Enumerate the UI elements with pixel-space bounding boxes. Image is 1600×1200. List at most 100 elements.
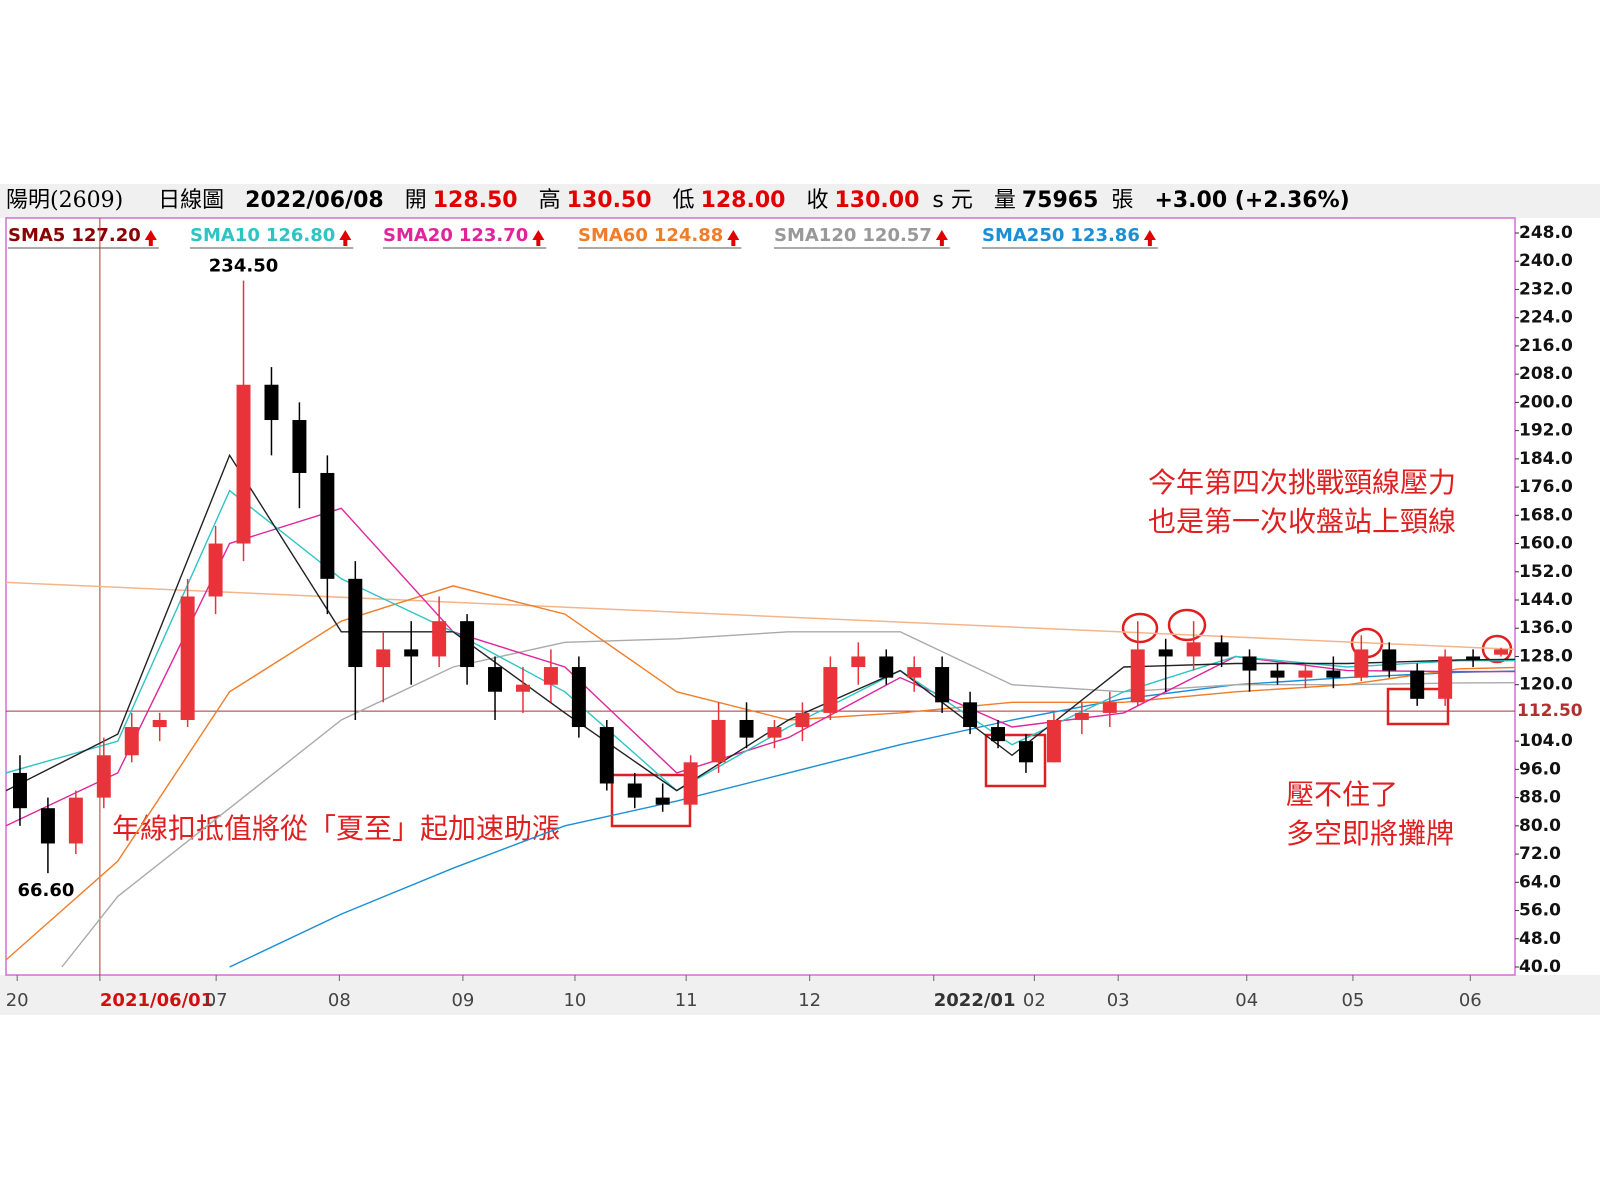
y-tick-label: 88.0 bbox=[1519, 788, 1561, 808]
annotation: 年線扣抵值將從「夏至」起加速助漲 bbox=[112, 812, 560, 845]
legend-value: 127.20 bbox=[71, 225, 140, 246]
y-tick-label: 232.0 bbox=[1519, 279, 1573, 299]
candle-body bbox=[1270, 670, 1285, 678]
candle-body bbox=[376, 649, 391, 668]
candle-body bbox=[991, 727, 1006, 742]
sma-line bbox=[6, 453, 1515, 792]
candle-body bbox=[1186, 642, 1201, 657]
unit: 張 bbox=[1111, 188, 1134, 213]
candle-body bbox=[1018, 741, 1033, 763]
candle-body bbox=[1214, 642, 1229, 657]
legend-value: 123.70 bbox=[459, 225, 528, 246]
y-tick-label: 64.0 bbox=[1519, 872, 1561, 892]
y-tick-label: 136.0 bbox=[1519, 618, 1573, 638]
candle-body bbox=[1494, 649, 1509, 655]
legend-value: 123.86 bbox=[1070, 225, 1139, 246]
value: 128.50 bbox=[432, 188, 518, 213]
legend-value: 124.88 bbox=[654, 225, 723, 246]
x-tick-label: 11 bbox=[675, 990, 698, 1011]
y-tick-label: 176.0 bbox=[1519, 477, 1573, 497]
candle-body bbox=[935, 667, 950, 703]
candle-body bbox=[1130, 649, 1145, 703]
y-tick-label: 72.0 bbox=[1519, 844, 1561, 864]
stock: 陽明(2609) bbox=[6, 188, 124, 213]
y-tick-label: 224.0 bbox=[1519, 308, 1573, 328]
legend-name: SMA250 bbox=[982, 225, 1064, 246]
candle-body bbox=[683, 762, 698, 805]
y-tick-label: 144.0 bbox=[1519, 590, 1573, 610]
candle-body bbox=[236, 384, 251, 544]
trough-label: 66.60 bbox=[17, 880, 74, 901]
x-tick-label: 02 bbox=[1023, 990, 1046, 1011]
x-tick-label: 04 bbox=[1235, 990, 1258, 1011]
candle-body bbox=[488, 667, 503, 692]
legend-name: SMA60 bbox=[578, 225, 648, 246]
candle-body bbox=[599, 727, 614, 784]
legend-name: SMA5 bbox=[8, 225, 65, 246]
x-tick-label: 12 bbox=[798, 990, 821, 1011]
candle-body bbox=[68, 797, 83, 844]
y-tick-label: 152.0 bbox=[1519, 562, 1573, 582]
sma-line bbox=[61, 631, 1515, 968]
candle-body bbox=[739, 719, 754, 738]
y-tick-label: 248.0 bbox=[1519, 223, 1573, 243]
y-tick-label: 192.0 bbox=[1519, 421, 1573, 441]
y-tick-label: 184.0 bbox=[1519, 449, 1573, 469]
candle-body bbox=[348, 578, 363, 668]
y-tick-label: 104.0 bbox=[1519, 731, 1573, 751]
peak-label: 234.50 bbox=[209, 256, 278, 277]
x-tick-label: 03 bbox=[1107, 990, 1130, 1011]
y-tick-label: 240.0 bbox=[1519, 251, 1573, 271]
legend-entry: SMA20 123.70 bbox=[383, 225, 528, 246]
reference-label: 112.50 bbox=[1517, 701, 1583, 721]
candle-body bbox=[12, 772, 27, 809]
sma-line bbox=[6, 585, 1515, 961]
label: 量 bbox=[993, 188, 1016, 213]
candle-body bbox=[795, 712, 810, 728]
candle-body bbox=[1354, 649, 1369, 678]
legend-entry: SMA5 127.20 bbox=[8, 225, 141, 246]
candle-body bbox=[292, 420, 307, 473]
candle-body bbox=[543, 667, 558, 685]
legend-entry: SMA120 120.57 bbox=[774, 225, 932, 246]
legend-name: SMA20 bbox=[383, 225, 453, 246]
candle-body bbox=[208, 543, 223, 597]
y-tick-label: 168.0 bbox=[1519, 505, 1573, 525]
unit: s 元 bbox=[932, 188, 973, 213]
neckline bbox=[5, 581, 1516, 651]
candle-body bbox=[40, 808, 55, 844]
candle-body bbox=[1102, 702, 1117, 713]
candle-body bbox=[152, 719, 167, 728]
legend-name: SMA10 bbox=[190, 225, 260, 246]
x-tick-label: 07 bbox=[205, 990, 228, 1011]
up-arrow bbox=[532, 230, 545, 246]
candle-body bbox=[404, 649, 419, 657]
candle-body bbox=[1410, 670, 1425, 699]
up-arrow bbox=[339, 230, 352, 246]
value: 130.00 bbox=[834, 188, 920, 213]
annotation: 也是第一次收盤站上頸線 bbox=[1148, 505, 1456, 538]
candle-body bbox=[571, 667, 586, 728]
candle-body bbox=[963, 702, 978, 728]
candle-body bbox=[180, 596, 195, 720]
chart-kind: 日線圖 bbox=[158, 188, 225, 213]
candle-body bbox=[96, 755, 111, 798]
candle-body bbox=[124, 727, 139, 756]
x-tick-label: 10 bbox=[563, 990, 586, 1011]
candle-body bbox=[711, 719, 726, 763]
y-tick-label: 128.0 bbox=[1519, 646, 1573, 666]
legend: SMA5 127.20 SMA10 126.80 SMA20 123.70 SMA60 124… bbox=[8, 225, 1158, 249]
up-arrow bbox=[1143, 230, 1156, 246]
legend-value: 126.80 bbox=[266, 225, 335, 246]
candle-body bbox=[432, 621, 447, 657]
x-tick-label: 06 bbox=[1459, 990, 1482, 1011]
change: +3.00 (+2.36%) bbox=[1154, 188, 1350, 213]
candle-body bbox=[1382, 649, 1397, 671]
label: 開 bbox=[404, 188, 427, 213]
candle-body bbox=[320, 472, 335, 579]
candle-body bbox=[515, 684, 530, 692]
label: 低 bbox=[672, 188, 695, 213]
highlight-circle bbox=[1121, 612, 1159, 644]
